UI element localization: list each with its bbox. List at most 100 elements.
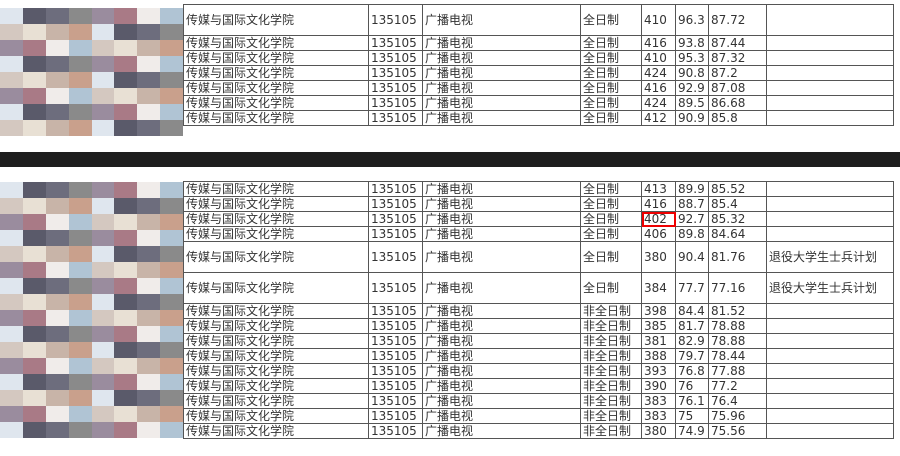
cell-major: 广播电视 [422, 196, 581, 212]
cell-score2: 88.7 [675, 196, 709, 212]
cell-score1: 416 [641, 35, 676, 51]
mosaic-block [22, 40, 46, 56]
mosaic-block [137, 246, 161, 262]
mosaic-block [114, 358, 138, 374]
mosaic-block [68, 326, 92, 342]
mosaic-block [91, 390, 115, 406]
mosaic-block [22, 182, 46, 198]
table-row: 传媒与国际文化学院 135105 广播电视 非全日制 380 74.9 75.56 [183, 423, 894, 439]
mosaic-block [91, 182, 115, 198]
cell-score2: 75 [675, 408, 709, 424]
pixelated-names-bottom [0, 182, 183, 438]
mosaic-block [114, 342, 138, 358]
mosaic-block [45, 246, 69, 262]
mosaic-block [114, 56, 138, 72]
mosaic-block [22, 104, 46, 120]
cell-major: 广播电视 [422, 241, 581, 273]
cell-major: 广播电视 [422, 226, 581, 242]
cell-college: 传媒与国际文化学院 [183, 363, 369, 379]
mosaic-block [68, 104, 92, 120]
mosaic-block [22, 198, 46, 214]
mosaic-block [160, 72, 183, 88]
mosaic-block [45, 342, 69, 358]
cell-score1: 384 [641, 272, 676, 304]
cell-score2: 74.9 [675, 423, 709, 439]
mosaic-block [114, 214, 138, 230]
mosaic-block [137, 120, 161, 136]
mosaic-block [68, 88, 92, 104]
cell-type: 非全日制 [580, 393, 642, 409]
mosaic-block [0, 246, 23, 262]
cell-major: 广播电视 [422, 378, 581, 394]
mosaic-block [22, 88, 46, 104]
mosaic-block [0, 406, 23, 422]
pixelated-names-top [0, 8, 183, 136]
cell-remark [766, 318, 894, 334]
cell-score2: 93.8 [675, 35, 709, 51]
mosaic-block [68, 422, 92, 438]
mosaic-block [0, 374, 23, 390]
mosaic-block [160, 406, 183, 422]
cell-score2: 90.8 [675, 65, 709, 81]
cell-college: 传媒与国际文化学院 [183, 50, 369, 66]
cell-type: 全日制 [580, 95, 642, 111]
mosaic-block [45, 230, 69, 246]
mosaic-block [137, 230, 161, 246]
mosaic-block [114, 390, 138, 406]
mosaic-block [91, 342, 115, 358]
cell-code: 135105 [368, 423, 423, 439]
mosaic-block [91, 374, 115, 390]
cell-code: 135105 [368, 65, 423, 81]
cell-remark [766, 363, 894, 379]
mosaic-block [160, 310, 183, 326]
table-row: 传媒与国际文化学院 135105 广播电视 全日制 410 96.3 87.72 [183, 4, 894, 36]
mosaic-block [160, 104, 183, 120]
mosaic-block [114, 198, 138, 214]
mosaic-block [68, 310, 92, 326]
mosaic-block [137, 358, 161, 374]
mosaic-block [160, 342, 183, 358]
cell-score1: 406 [641, 226, 676, 242]
mosaic-block [160, 390, 183, 406]
cell-score2: 76 [675, 378, 709, 394]
cell-score2: 84.4 [675, 303, 709, 319]
cell-score1: 385 [641, 318, 676, 334]
mosaic-block [160, 182, 183, 198]
cell-college: 传媒与国际文化学院 [183, 35, 369, 51]
mosaic-block [45, 406, 69, 422]
mosaic-block [114, 326, 138, 342]
cell-college: 传媒与国际文化学院 [183, 378, 369, 394]
cell-code: 135105 [368, 110, 423, 126]
cell-major: 广播电视 [422, 80, 581, 96]
cell-type: 非全日制 [580, 333, 642, 349]
mosaic-block [22, 310, 46, 326]
cell-remark [766, 226, 894, 242]
cell-score2: 92.7 [675, 211, 709, 227]
mosaic-block [91, 214, 115, 230]
mosaic-block [114, 294, 138, 310]
table-row: 传媒与国际文化学院 135105 广播电视 全日制 424 90.8 87.2 [183, 65, 894, 81]
cell-type: 全日制 [580, 35, 642, 51]
mosaic-block [91, 72, 115, 88]
cell-type: 全日制 [580, 211, 642, 227]
mosaic-block [45, 72, 69, 88]
mosaic-block [0, 278, 23, 294]
table-row: 传媒与国际文化学院 135105 广播电视 全日制 380 90.4 81.76 退役大学生士… [183, 241, 894, 273]
mosaic-block [22, 422, 46, 438]
cell-college: 传媒与国际文化学院 [183, 65, 369, 81]
cell-total: 85.52 [708, 181, 767, 197]
cell-code: 135105 [368, 35, 423, 51]
cell-total: 87.72 [708, 4, 767, 36]
cell-type: 非全日制 [580, 363, 642, 379]
cell-major: 广播电视 [422, 423, 581, 439]
mosaic-block [114, 246, 138, 262]
cell-total: 84.64 [708, 226, 767, 242]
mosaic-block [91, 358, 115, 374]
cell-type: 全日制 [580, 196, 642, 212]
mosaic-block [91, 294, 115, 310]
mosaic-block [22, 120, 46, 136]
cell-code: 135105 [368, 348, 423, 364]
mosaic-block [45, 104, 69, 120]
mosaic-block [160, 214, 183, 230]
mosaic-block [45, 8, 69, 24]
